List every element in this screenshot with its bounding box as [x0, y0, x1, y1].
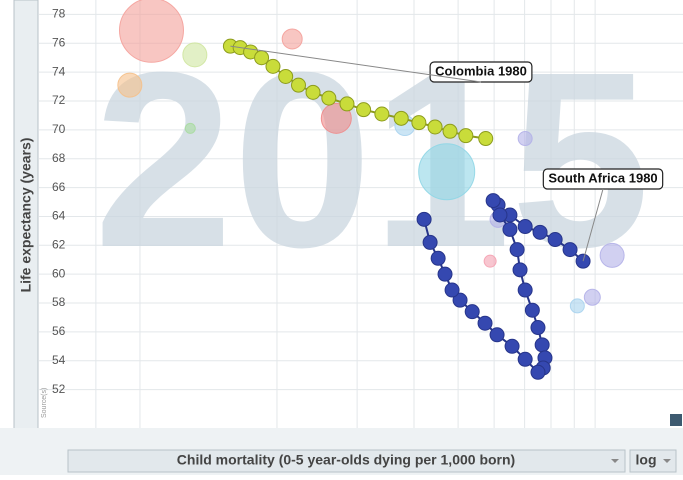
trail-bubble [393, 110, 409, 126]
country-bubble [182, 42, 208, 68]
y-tick-label: 62 [52, 237, 66, 251]
country-bubble [569, 298, 585, 314]
trail-bubble [374, 106, 390, 122]
y-tick-label: 78 [52, 7, 66, 21]
trail-bubble [416, 211, 432, 227]
y-tick-label: 74 [52, 64, 66, 78]
trail-bubble [512, 262, 528, 278]
y-axis-label: Life expectancy (years) [18, 138, 34, 293]
source-label[interactable]: Source(s) [41, 388, 48, 418]
dropdown-arrow [611, 459, 619, 463]
trail-bubble [532, 224, 548, 240]
country-bubble [118, 0, 184, 63]
country-bubble [483, 254, 497, 268]
trail-bubble [458, 128, 474, 144]
trail-bubble [305, 84, 321, 100]
y-tick-label: 76 [52, 35, 66, 49]
y-tick-label: 70 [52, 122, 66, 136]
country-bubble [281, 28, 303, 50]
expand-button[interactable] [670, 414, 682, 426]
trail-bubble [422, 234, 438, 250]
trail-bubble [411, 115, 427, 131]
trail-bubble [530, 364, 546, 380]
country-bubble [418, 143, 476, 201]
y-tick-label: 56 [52, 324, 66, 338]
y-tick-label: 64 [52, 209, 66, 223]
trail-label-pointer [582, 188, 604, 262]
trail-bubble [478, 131, 494, 147]
trail-bubble [265, 58, 281, 74]
trail-bubble [437, 266, 453, 282]
country-bubble [517, 131, 533, 147]
trail-bubble [524, 302, 540, 318]
y-tick-label: 58 [52, 295, 66, 309]
trail-label: Colombia 1980 [230, 45, 533, 83]
trail-bubble [278, 68, 294, 84]
y-tick-label: 66 [52, 180, 66, 194]
trail-bubble [464, 304, 480, 320]
trail-bubble [562, 242, 578, 258]
trail-bubble [356, 102, 372, 118]
x-axis-selector[interactable] [67, 449, 626, 473]
trail-bubble [485, 193, 501, 209]
y-tick-label: 60 [52, 266, 66, 280]
trail-bubble [517, 219, 533, 235]
scale-option: log [636, 452, 657, 468]
trail-bubble [504, 338, 520, 354]
trail-bubble [534, 337, 550, 353]
scale-selector[interactable] [629, 449, 677, 473]
trail-bubble [290, 77, 306, 93]
trail-bubble [517, 282, 533, 298]
y-tick-label: 52 [52, 382, 66, 396]
trail-bubble [427, 119, 443, 135]
trail-label-text: South Africa 1980 [548, 170, 657, 185]
trail-label-pointer [230, 45, 482, 83]
trail-bubble [502, 221, 518, 237]
trail-bubble [547, 232, 563, 248]
trail-bubble [517, 351, 533, 367]
trail-bubble [477, 315, 493, 331]
trail-bubble [509, 242, 525, 258]
trail-bubble [452, 292, 468, 308]
y-tick-label: 68 [52, 151, 66, 165]
trail-label: South Africa 1980 [542, 168, 664, 262]
trail-bubble [321, 90, 337, 106]
year-watermark: 2015 [94, 20, 650, 299]
trail-bubble [489, 327, 505, 343]
country-bubble [184, 122, 196, 134]
country-bubble [599, 242, 625, 268]
trail-bubble [339, 96, 355, 112]
trail-bubble [492, 207, 508, 223]
y-tick-label: 72 [52, 93, 66, 107]
dropdown-arrow [663, 459, 671, 463]
y-tick-label: 54 [52, 353, 66, 367]
country-bubble [583, 288, 601, 306]
trail-label-text: Colombia 1980 [435, 63, 527, 78]
x-axis-label: Child mortality (0-5 year-olds dying per… [177, 452, 515, 468]
trail-bubble [442, 123, 458, 139]
trail-bubble [530, 320, 546, 336]
trail-bubble [254, 50, 270, 66]
trail-bubble [444, 282, 460, 298]
country-bubble [117, 72, 143, 98]
trail-bubble [430, 250, 446, 266]
country-bubble [320, 102, 352, 134]
